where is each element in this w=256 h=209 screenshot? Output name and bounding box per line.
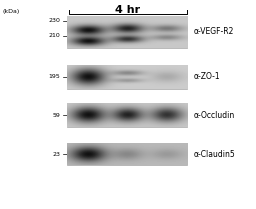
Text: Aβ₁₋₄₀: Aβ₁₋₄₀ xyxy=(122,16,142,35)
Text: 59: 59 xyxy=(52,113,60,118)
Bar xyxy=(67,65,187,89)
Bar xyxy=(67,16,187,48)
Text: 230: 230 xyxy=(48,18,60,23)
Text: Control: Control xyxy=(84,16,106,38)
Text: α-ZO-1: α-ZO-1 xyxy=(193,72,220,81)
Text: α-Claudin5: α-Claudin5 xyxy=(193,150,235,159)
Text: 210: 210 xyxy=(48,33,60,38)
Bar xyxy=(67,103,187,127)
Text: 23: 23 xyxy=(52,152,60,157)
Text: NiCl₂: NiCl₂ xyxy=(161,16,177,32)
Text: α-VEGF-R2: α-VEGF-R2 xyxy=(193,27,234,36)
Bar xyxy=(67,143,187,165)
Text: 4 hr: 4 hr xyxy=(115,5,141,15)
Text: (kDa): (kDa) xyxy=(3,9,20,14)
Text: α-Occludin: α-Occludin xyxy=(193,111,234,120)
Text: 195: 195 xyxy=(48,74,60,79)
